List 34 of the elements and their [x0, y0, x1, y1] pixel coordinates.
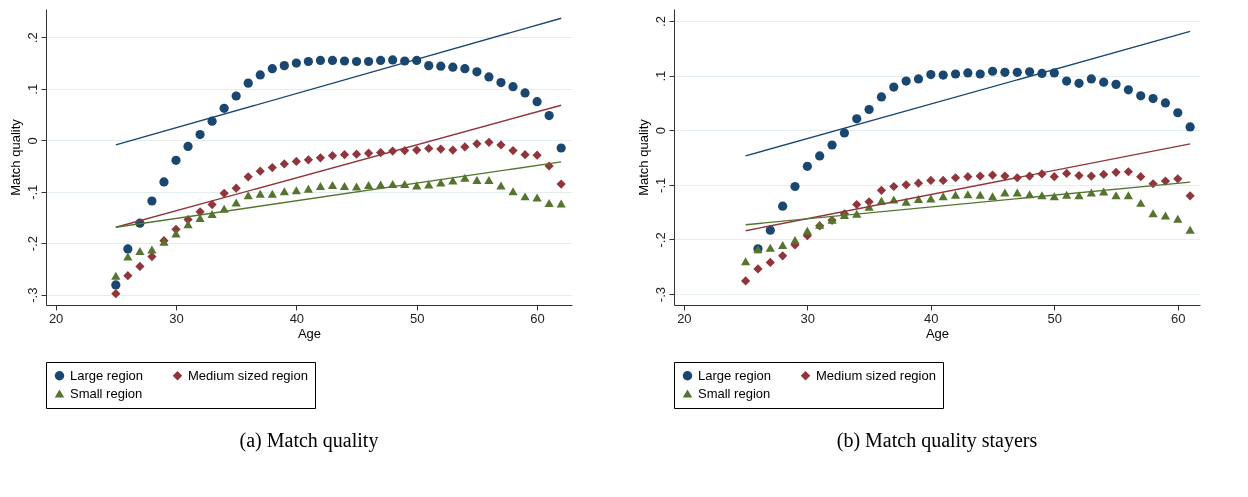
y-tick-label: -.1 [24, 184, 40, 200]
x-tick-label: 40 [289, 310, 305, 326]
legend-label: Medium sized region [816, 367, 936, 383]
y-tick-label: .2 [652, 16, 668, 27]
legend-label: Large region [70, 367, 143, 383]
y-tick-label: .2 [24, 32, 40, 44]
x-axis-title: Age [925, 325, 950, 341]
legend-label: Small region [70, 385, 143, 401]
x-axis-title: Age [297, 325, 322, 341]
x-tick-label: 30 [800, 310, 816, 326]
y-tick-label: 0 [652, 127, 668, 135]
text: (b) Match quality stayers [836, 428, 1038, 452]
legend-label: Small region [698, 385, 771, 401]
x-tick-label: 60 [530, 310, 545, 326]
y-tick-label: 0 [24, 137, 40, 145]
y-tick-label: -.3 [24, 287, 40, 303]
y-tick-label: .1 [652, 70, 668, 82]
legend-label: Medium sized region [188, 367, 308, 383]
text: (a) Match quality [239, 428, 379, 452]
x-tick-label: 30 [169, 310, 184, 326]
x-tick-label: 60 [1171, 310, 1186, 326]
x-tick-label: 50 [1047, 310, 1063, 326]
legend-label: Large region [698, 367, 771, 383]
x-tick-label: 50 [409, 310, 425, 326]
y-tick-label: -.2 [24, 236, 40, 252]
x-tick-label: 20 [677, 310, 692, 326]
y-axis-title: Match quality [7, 118, 23, 196]
y-tick-label: .1 [24, 83, 40, 95]
x-tick-label: 20 [48, 310, 64, 326]
y-axis-title: Match quality [635, 118, 651, 196]
x-tick-label: 40 [924, 310, 939, 326]
y-tick-label: -.3 [652, 286, 668, 303]
y-tick-label: -.2 [652, 232, 668, 248]
y-tick-label: -.1 [652, 177, 668, 193]
